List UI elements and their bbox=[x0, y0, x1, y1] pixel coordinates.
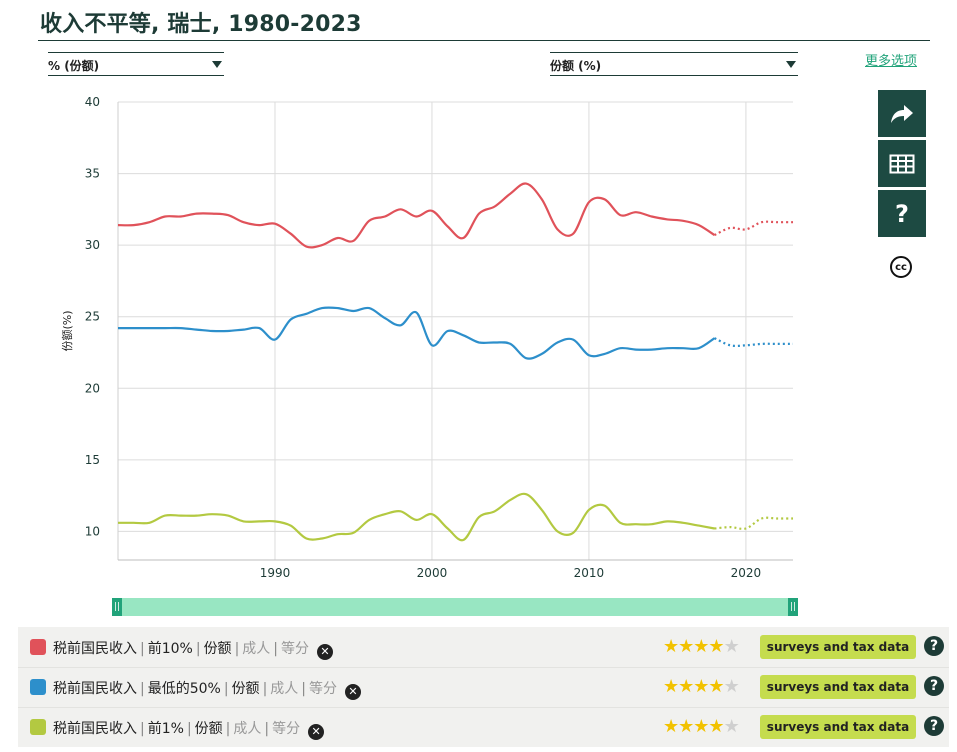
quality-rating: ★★★★★ bbox=[663, 676, 740, 697]
star-empty-icon: ★ bbox=[723, 636, 740, 657]
title-divider bbox=[38, 40, 930, 41]
x-tick-label: 2010 bbox=[574, 566, 605, 580]
star-filled-icon: ★ bbox=[663, 676, 679, 697]
slider-right-handle[interactable]: || bbox=[788, 598, 798, 616]
series-line bbox=[117, 492, 715, 542]
unit-dropdown[interactable]: % (份额) bbox=[48, 52, 224, 76]
more-options-link[interactable]: 更多选项 bbox=[865, 54, 918, 69]
unit-dropdown-label: % (份额) bbox=[48, 59, 100, 73]
y-tick-label: 30 bbox=[85, 238, 100, 252]
year-range-slider[interactable]: || || bbox=[112, 598, 798, 616]
slider-left-handle[interactable]: || bbox=[112, 598, 122, 616]
series-line-projection bbox=[714, 220, 793, 237]
series-label: 税前国民收入 | 前1% | 份额 | 成人 | 等分 ✕ bbox=[53, 718, 325, 740]
legend-row: 税前国民收入 | 最低的50% | 份额 | 成人 | 等分 ✕ ★★★★★ surveys an… bbox=[18, 667, 949, 708]
series-line bbox=[118, 306, 716, 360]
chevron-down-icon bbox=[212, 61, 222, 68]
series-legend: 税前国民收入 | 前10% | 份额 | 成人 | 等分 ✕ ★★★★★ surveys and … bbox=[18, 627, 949, 747]
share-icon bbox=[891, 104, 913, 123]
series-line-projection bbox=[714, 337, 793, 348]
series-line-projection bbox=[714, 516, 793, 530]
series-label: 税前国民收入 | 最低的50% | 份额 | 成人 | 等分 ✕ bbox=[53, 678, 361, 700]
table-button[interactable] bbox=[878, 140, 926, 187]
series-swatch bbox=[30, 719, 46, 735]
star-filled-icon: ★ bbox=[678, 716, 694, 737]
share-button[interactable] bbox=[878, 90, 926, 137]
remove-series-icon[interactable]: ✕ bbox=[317, 644, 333, 660]
star-filled-icon: ★ bbox=[678, 676, 694, 697]
x-tick-label: 2000 bbox=[417, 566, 448, 580]
series-swatch bbox=[30, 639, 46, 655]
y-axis-label: 份额(%) bbox=[61, 310, 74, 351]
series-line bbox=[117, 182, 716, 249]
x-tick-label: 1990 bbox=[260, 566, 291, 580]
star-filled-icon: ★ bbox=[693, 636, 709, 657]
y-tick-label: 20 bbox=[85, 381, 100, 395]
help-icon: ? bbox=[895, 199, 909, 228]
star-filled-icon: ★ bbox=[708, 716, 724, 737]
source-badge[interactable]: surveys and tax data bbox=[760, 635, 916, 659]
y-tick-label: 25 bbox=[85, 310, 100, 324]
source-badge[interactable]: surveys and tax data bbox=[760, 715, 916, 739]
help-icon[interactable]: ? bbox=[924, 636, 944, 656]
remove-series-icon[interactable]: ✕ bbox=[345, 684, 361, 700]
cc-license-icon[interactable]: cc bbox=[890, 256, 912, 278]
help-button[interactable]: ? bbox=[878, 190, 926, 237]
table-icon bbox=[889, 154, 915, 173]
y-tick-label: 35 bbox=[85, 167, 100, 181]
chevron-down-icon bbox=[786, 61, 796, 68]
y-tick-label: 15 bbox=[85, 453, 100, 467]
star-filled-icon: ★ bbox=[678, 636, 694, 657]
quality-rating: ★★★★★ bbox=[663, 636, 740, 657]
help-icon[interactable]: ? bbox=[924, 676, 944, 696]
x-tick-label: 2020 bbox=[731, 566, 762, 580]
line-chart: 10 15 20 25 30 35 40 1990 2000 2010 2020 份额(%) bbox=[61, 95, 793, 580]
y-tick-label: 40 bbox=[85, 95, 100, 109]
star-filled-icon: ★ bbox=[708, 636, 724, 657]
quality-rating: ★★★★★ bbox=[663, 716, 740, 737]
star-filled-icon: ★ bbox=[693, 676, 709, 697]
star-filled-icon: ★ bbox=[693, 716, 709, 737]
star-filled-icon: ★ bbox=[663, 636, 679, 657]
measure-dropdown-label: 份额 (%) bbox=[550, 59, 602, 73]
measure-dropdown[interactable]: 份额 (%) bbox=[550, 52, 798, 76]
series-swatch bbox=[30, 679, 46, 695]
star-empty-icon: ★ bbox=[723, 716, 740, 737]
y-tick-label: 10 bbox=[85, 524, 100, 538]
series-label: 税前国民收入 | 前10% | 份额 | 成人 | 等分 ✕ bbox=[53, 638, 333, 660]
legend-row: 税前国民收入 | 前1% | 份额 | 成人 | 等分 ✕ ★★★★★ surveys and t… bbox=[18, 707, 949, 747]
star-filled-icon: ★ bbox=[663, 716, 679, 737]
page-title: 收入不平等, 瑞士, 1980-2023 bbox=[40, 12, 362, 37]
star-filled-icon: ★ bbox=[708, 676, 724, 697]
legend-row: 税前国民收入 | 前10% | 份额 | 成人 | 等分 ✕ ★★★★★ surveys and … bbox=[18, 627, 949, 668]
help-icon[interactable]: ? bbox=[924, 716, 944, 736]
remove-series-icon[interactable]: ✕ bbox=[308, 724, 325, 740]
star-empty-icon: ★ bbox=[723, 676, 740, 697]
source-badge[interactable]: surveys and tax data bbox=[760, 675, 916, 699]
